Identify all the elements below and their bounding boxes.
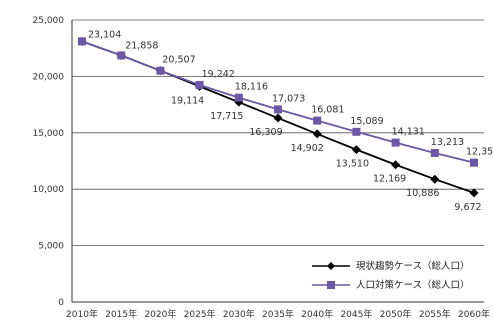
square-marker: [391, 138, 400, 147]
legend-marker-square-icon: [327, 281, 335, 289]
data-label: 13,510: [336, 159, 369, 170]
data-label: 17,715: [210, 111, 243, 122]
legend-marker-diamond-icon: [327, 262, 335, 270]
x-tick-label: 2040年: [301, 308, 333, 320]
square-marker: [470, 158, 478, 167]
diamond-marker: [430, 174, 440, 184]
x-tick-label: 2045年: [340, 308, 372, 320]
square-marker: [234, 93, 243, 102]
x-tick-label: 2015年: [105, 308, 137, 320]
legend-label-0: 現状趨勢ケース（総人口）: [356, 260, 470, 272]
data-label: 12,169: [373, 174, 406, 185]
square-marker: [430, 148, 439, 157]
diamond-marker: [391, 160, 401, 170]
data-label: 16,309: [249, 127, 282, 138]
y-tick-label: 20,000: [33, 72, 65, 82]
x-tick-label: 2060年: [458, 308, 490, 320]
data-label: 18,116: [235, 82, 268, 93]
x-tick-label: 2020年: [144, 308, 176, 320]
x-tick-label: 2055年: [419, 308, 451, 320]
data-label: 21,858: [125, 40, 158, 51]
series-group: [77, 36, 479, 198]
square-marker: [274, 105, 282, 114]
x-tick-label: 2010年: [66, 308, 98, 320]
y-tick-label: 5,000: [38, 242, 64, 252]
y-tick-label: 15,000: [33, 129, 65, 139]
data-label: 9,672: [454, 202, 481, 213]
square-marker: [352, 127, 361, 136]
diamond-marker: [469, 188, 479, 198]
square-marker: [195, 80, 204, 89]
grid-lines: [72, 19, 484, 247]
square-marker: [313, 116, 322, 125]
data-label: 19,114: [171, 95, 204, 106]
square-marker: [78, 37, 86, 46]
legend: 現状趨勢ケース（総人口） 人口対策ケース（総人口）: [312, 260, 470, 291]
x-tick-label: 2030年: [223, 308, 255, 320]
y-tick-label: 25,000: [33, 16, 65, 26]
x-tick-label: 2035年: [262, 308, 294, 320]
y-tick-labels: 0 5,000 10,000 15,000 20,000 25,000: [33, 16, 65, 308]
data-label: 15,089: [350, 116, 383, 127]
square-marker: [117, 51, 126, 60]
square-marker: [156, 66, 165, 75]
data-label: 10,886: [406, 188, 439, 199]
data-label: 14,902: [291, 143, 324, 154]
y-tick-label: 10,000: [33, 185, 65, 195]
x-tick-label: 2050年: [380, 308, 412, 320]
diamond-marker: [273, 113, 283, 123]
legend-label-1: 人口対策ケース（総人口）: [356, 279, 470, 291]
y-tick-label: 0: [58, 298, 64, 308]
data-label: 17,073: [272, 93, 305, 104]
x-tick-labels: 2010年 2015年 2020年 2025年 2030年 2035年 2040年 2045年…: [66, 308, 490, 320]
data-label: 19,242: [202, 69, 235, 80]
x-tick-label: 2025年: [184, 308, 216, 320]
axes: [71, 20, 484, 303]
data-labels: 19,114 17,715 16,309 14,902 13,510 12,16910,8…: [88, 29, 493, 213]
data-label: 12,351: [466, 147, 493, 158]
data-label: 13,213: [431, 137, 464, 148]
data-label: 16,081: [311, 105, 344, 116]
data-label: 23,104: [88, 29, 121, 40]
data-label: 20,507: [162, 55, 195, 66]
diamond-marker: [351, 145, 361, 155]
diamond-marker: [312, 129, 322, 139]
data-label: 14,131: [392, 127, 425, 138]
